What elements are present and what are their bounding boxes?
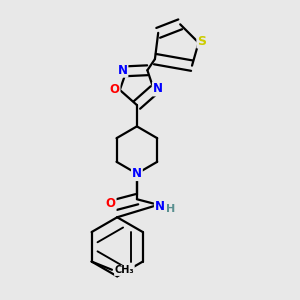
- Text: N: N: [117, 64, 128, 77]
- Text: O: O: [106, 197, 116, 210]
- Text: O: O: [110, 83, 120, 96]
- Text: S: S: [197, 34, 206, 48]
- Text: N: N: [155, 200, 165, 213]
- Text: CH₃: CH₃: [115, 266, 134, 275]
- Text: N: N: [132, 167, 142, 180]
- Text: H: H: [167, 204, 176, 214]
- Text: N: N: [153, 82, 163, 95]
